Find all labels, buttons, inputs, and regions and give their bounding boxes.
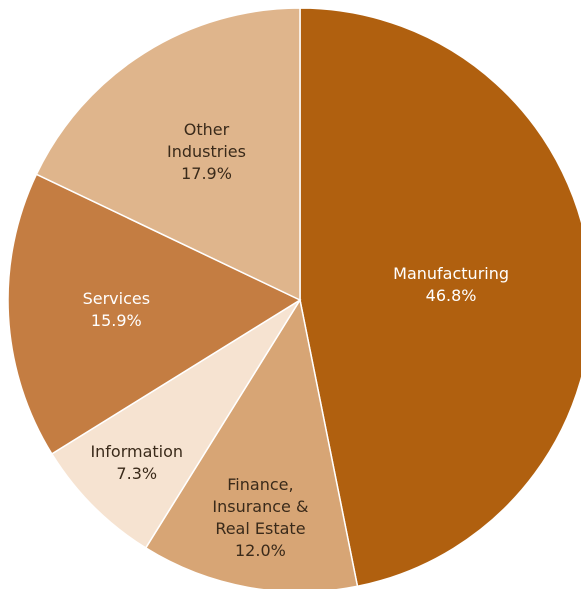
pie-slice	[50, 299, 301, 549]
slice-label-box: Services 15.9%	[41, 260, 191, 360]
pie-slice	[35, 7, 301, 302]
category-label: Manufacturing	[393, 263, 510, 283]
slice-label-box: Manufacturing 46.8%	[376, 235, 526, 335]
slice-label-box: Other Industries 17.9%	[132, 102, 282, 202]
slice-label-box: Information 7.3%	[62, 413, 212, 513]
pie-slice	[144, 297, 359, 589]
value-label: 12.0%	[235, 541, 286, 561]
value-label: 7.3%	[116, 463, 158, 483]
pie-slice	[299, 7, 581, 588]
value-label: 46.8%	[425, 285, 477, 305]
value-label: 17.9%	[181, 163, 232, 183]
category-label: Other Industries	[167, 119, 246, 161]
category-label: Information	[90, 441, 184, 461]
category-label: Services	[82, 289, 151, 309]
pie-slice	[7, 173, 302, 455]
slice-label-box: Finance, Insurance & Real Estate 12.0%	[185, 468, 335, 568]
value-label: 15.9%	[90, 311, 142, 331]
category-label: Finance, Insurance & Real Estate	[212, 475, 309, 539]
